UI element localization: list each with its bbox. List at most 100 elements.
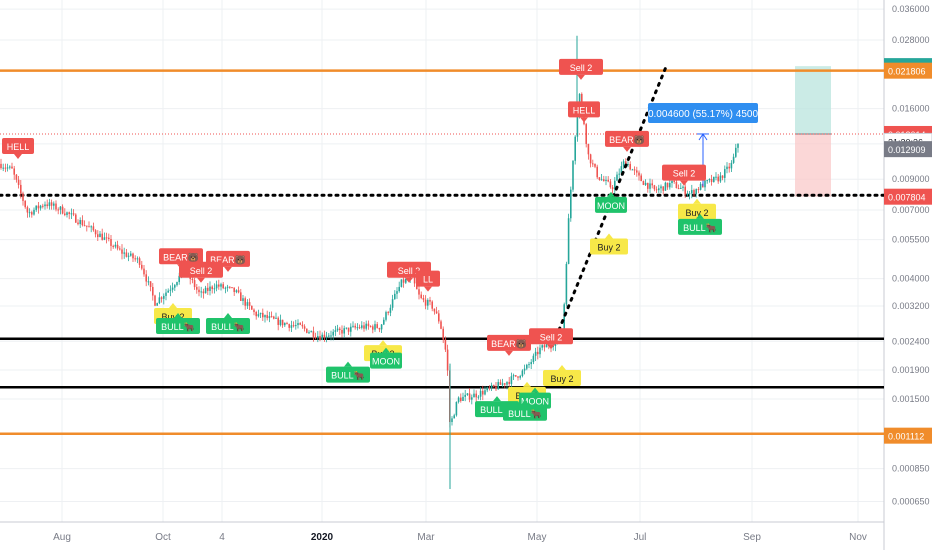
signal-label-box [326, 366, 370, 383]
signal-label-box [370, 352, 402, 369]
candle-body [572, 160, 574, 190]
price-tick-label: 0.002400 [892, 336, 930, 346]
candle-body [369, 326, 372, 328]
signal-label-21: BEAR🐻 [609, 134, 645, 145]
candle-body [112, 245, 114, 247]
candle-body [356, 327, 359, 329]
candle-body [174, 285, 176, 288]
candle-body [603, 179, 605, 182]
candle-body [620, 166, 623, 174]
signal-label-16: MOON [521, 397, 549, 407]
candle-body [319, 335, 321, 340]
candle-body [655, 189, 658, 191]
candle-body [732, 156, 735, 163]
candle-body [684, 186, 686, 195]
candle-body [209, 286, 211, 291]
price-tag-label-4: 0.012909 [888, 145, 926, 155]
candle-body [724, 169, 726, 178]
candle-body [490, 385, 493, 388]
measure-label: 0.004600 (55.17%) 4500 [648, 109, 759, 120]
signal-label-box [543, 369, 581, 386]
candle-body [688, 193, 691, 195]
candle-body [132, 253, 134, 259]
signal-pointer [405, 277, 413, 283]
measure-label-box [648, 103, 758, 123]
candle-body [48, 202, 51, 207]
candle-body [15, 174, 18, 180]
candle-body [677, 188, 680, 190]
candle-body [61, 206, 64, 214]
candle-body [523, 368, 526, 371]
candle-body [275, 317, 277, 319]
candle-body [455, 401, 458, 416]
candle-body [477, 396, 480, 398]
signal-label-box [529, 328, 573, 345]
candle-body [633, 169, 636, 171]
candle-body [220, 284, 222, 287]
signal-pointer [224, 312, 232, 318]
candle-body [279, 319, 282, 325]
candle-body [121, 249, 123, 254]
signal-label-box [156, 317, 200, 334]
candle-body [486, 387, 488, 391]
candle-body [622, 161, 625, 167]
candle-body [39, 205, 42, 209]
candle-body [231, 287, 233, 289]
candle-body [647, 182, 649, 189]
signal-label-box [559, 58, 603, 75]
candle-body [420, 294, 422, 299]
price-tick-label: 0.036000 [892, 4, 930, 14]
candle-body [154, 295, 156, 306]
candle-body [398, 286, 400, 292]
candle-body [446, 349, 449, 371]
candle-body [75, 214, 77, 223]
candle-body [611, 187, 614, 190]
candle-body [378, 327, 381, 330]
candle-body [59, 206, 62, 210]
signal-pointer [607, 191, 615, 197]
candle-body [565, 263, 568, 305]
candle-body [666, 182, 669, 188]
candle-body [116, 244, 119, 249]
candle-body [682, 186, 684, 188]
price-tick-label: 0.000850 [892, 464, 930, 474]
signal-label-box [662, 164, 706, 181]
candle-body [64, 213, 66, 215]
candle-body [438, 313, 440, 322]
candle-body [70, 213, 73, 215]
candle-body [158, 297, 161, 304]
candle-body [286, 323, 288, 325]
candle-body [528, 364, 530, 366]
candle-body [629, 163, 631, 170]
candle-body [526, 364, 528, 369]
candle-body [363, 325, 365, 329]
signal-label-18: BULL🐂 [508, 409, 542, 419]
candle-body [248, 302, 251, 306]
candle-body [512, 375, 515, 377]
candle-body [570, 189, 572, 219]
candle-body [235, 290, 238, 293]
candle-body [673, 180, 675, 182]
candle-body [262, 312, 264, 318]
candle-body [295, 325, 297, 327]
candle-body [640, 175, 642, 182]
candle-body [253, 309, 255, 312]
signal-pointer [558, 364, 566, 370]
candle-body [0, 163, 2, 169]
signal-pointer [693, 198, 701, 204]
candle-body [141, 264, 143, 269]
candle-body [92, 226, 95, 231]
time-tick-label: Mar [417, 532, 435, 543]
signal-pointer [680, 180, 688, 186]
candle-body [6, 167, 9, 169]
position-loss-zone [795, 133, 831, 197]
candle-body [97, 234, 99, 238]
candle-body [497, 382, 499, 390]
candle-body [11, 166, 13, 169]
candle-body [471, 397, 473, 400]
candle-body [504, 383, 506, 385]
candle-body [101, 233, 103, 240]
candle-body [671, 180, 673, 184]
